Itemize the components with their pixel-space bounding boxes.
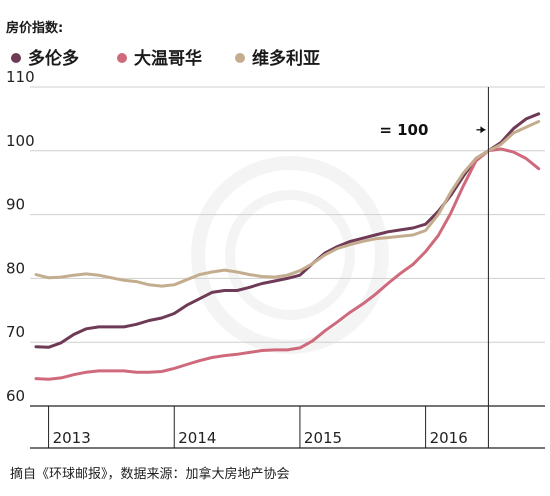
legend: 多伦多 大温哥华 维多利亚 (11, 48, 320, 69)
series-line-1 (34, 112, 541, 349)
series-lines (34, 112, 541, 381)
annotation-label: = 100 (379, 121, 428, 139)
x-axis-ticks: 2013 2014 2015 2016 (48, 406, 468, 448)
x-tick-label-2013: 2013 (53, 429, 91, 447)
series-line-3 (34, 120, 541, 288)
x-tick-label-2014: 2014 (178, 429, 216, 447)
chart-title: 房价指数: (6, 20, 63, 36)
series-line-2 (34, 147, 541, 381)
legend-label-3: 维多利亚 (252, 48, 320, 69)
annotation-arrow-head (480, 126, 486, 134)
watermark (191, 156, 389, 354)
legend-swatch-1 (11, 53, 21, 63)
y-tick-label-80: 80 (6, 259, 25, 277)
y-tick-label-60: 60 (6, 387, 25, 405)
y-tick-label-100: 100 (6, 132, 35, 150)
y-tick-label-90: 90 (6, 196, 25, 214)
legend-label-1: 多伦多 (28, 48, 79, 69)
legend-swatch-2 (117, 53, 127, 63)
annotation: = 100 (379, 87, 489, 448)
legend-label-2: 大温哥华 (134, 48, 202, 69)
y-tick-label-70: 70 (6, 323, 25, 341)
source-note: 摘自《环球邮报》，数据来源：加拿大房地产协会 (10, 466, 290, 482)
y-axis-ticks: 60 70 80 90 100 110 (6, 68, 35, 405)
y-tick-label-110: 110 (6, 68, 35, 86)
legend-swatch-3 (235, 53, 245, 63)
x-tick-label-2016: 2016 (430, 429, 468, 447)
x-tick-label-2015: 2015 (304, 429, 342, 447)
